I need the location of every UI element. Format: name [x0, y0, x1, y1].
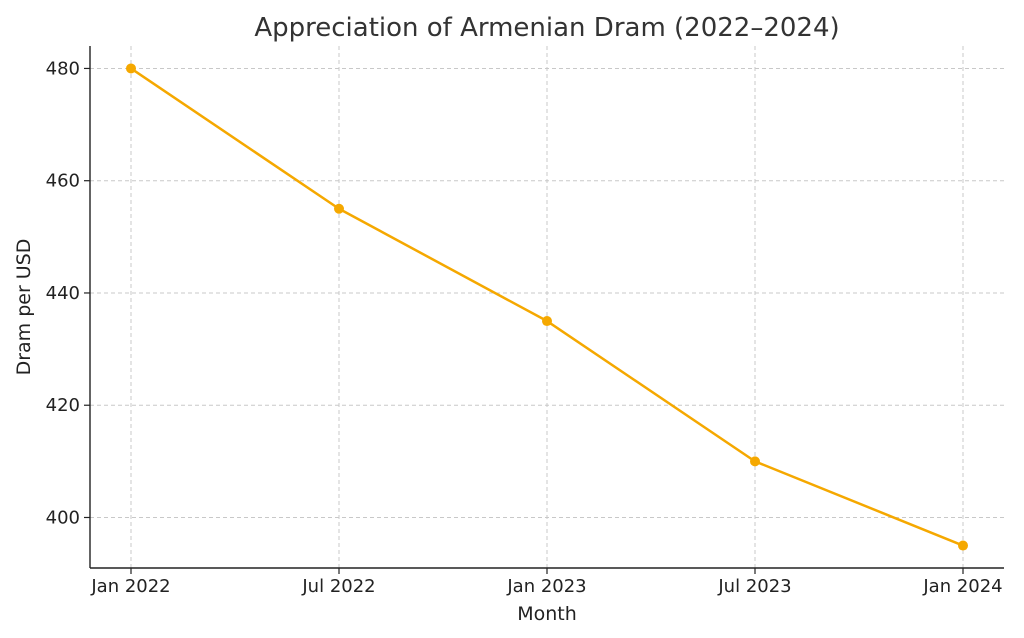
- x-axis-label: Month: [517, 603, 577, 625]
- x-tick-label: Jul 2023: [717, 576, 791, 597]
- y-axis-label: Dram per USD: [13, 239, 35, 376]
- data-point: [542, 316, 552, 327]
- x-tick-label: Jan 2024: [922, 576, 1002, 597]
- y-tick-label: 460: [46, 171, 80, 192]
- y-axis-ticks: 400 420 440 460 480: [46, 58, 90, 528]
- y-tick-label: 480: [46, 58, 80, 79]
- x-tick-label: Jul 2022: [301, 576, 375, 597]
- x-tick-label: Jan 2023: [506, 576, 586, 597]
- y-tick-label: 440: [46, 283, 80, 304]
- y-tick-label: 420: [46, 395, 80, 416]
- data-point: [750, 456, 760, 467]
- y-tick-label: 400: [46, 507, 80, 528]
- data-point: [334, 203, 344, 214]
- grid-lines: [90, 46, 1004, 568]
- data-point: [126, 63, 136, 74]
- data-point: [958, 540, 968, 551]
- chart-title: Appreciation of Armenian Dram (2022–2024…: [254, 13, 839, 43]
- x-axis-ticks: Jan 2022 Jul 2022 Jan 2023 Jul 2023 Jan 2024: [90, 568, 1003, 597]
- x-tick-label: Jan 2022: [90, 576, 170, 597]
- series-layer: [126, 63, 968, 551]
